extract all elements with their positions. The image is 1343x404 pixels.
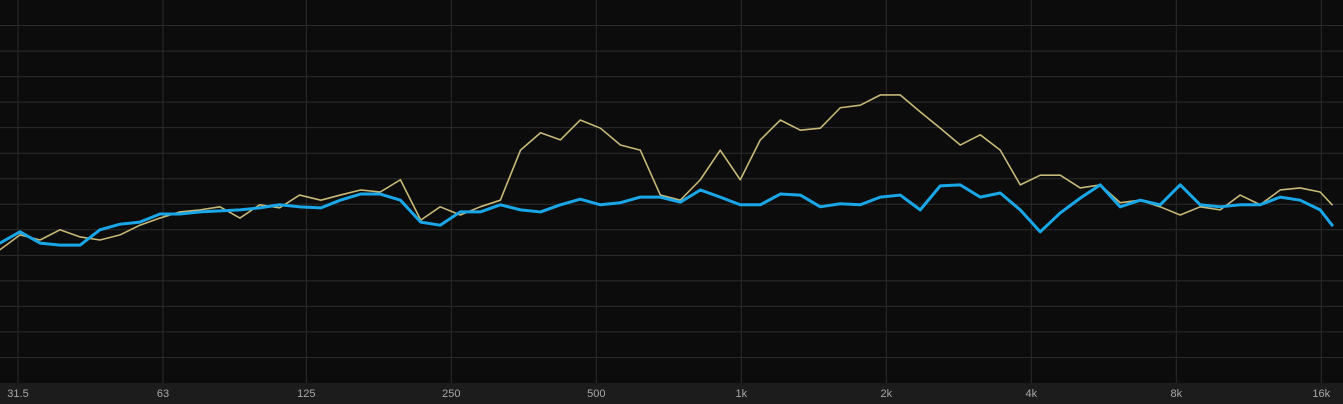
- x-tick-label: 16k: [1312, 388, 1330, 400]
- x-tick-label: 8k: [1170, 388, 1182, 400]
- x-tick-label: 250: [442, 388, 460, 400]
- x-tick-label: 1k: [736, 388, 748, 400]
- x-tick-label: 500: [587, 388, 605, 400]
- x-tick-label: 125: [297, 388, 315, 400]
- plot-background: [0, 0, 1343, 383]
- x-axis-band: [0, 383, 1343, 404]
- x-tick-label: 4k: [1025, 388, 1037, 400]
- response-line: [0, 183, 1334, 247]
- response-line: [0, 94, 1333, 251]
- x-tick-label: 31.5: [7, 388, 28, 400]
- x-tick-label: 63: [157, 388, 169, 400]
- x-tick-label: 2k: [880, 388, 892, 400]
